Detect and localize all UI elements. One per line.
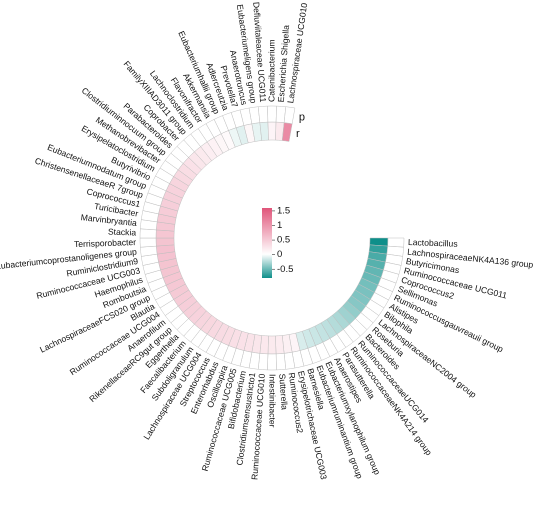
- r-cell: [281, 122, 293, 142]
- p-cell: [387, 237, 405, 248]
- heatmap-cells: [139, 105, 405, 371]
- p-cell: [139, 237, 157, 248]
- p-cell: [283, 106, 296, 125]
- p-cell: [267, 353, 277, 371]
- ring-header-p: p: [299, 112, 305, 124]
- group-label: Terrisporobacter: [74, 237, 137, 249]
- group-label: Catenibacterium: [266, 39, 276, 102]
- color-legend: 1.5 1 0.5 0 -0.5: [262, 205, 293, 278]
- p-cell: [267, 105, 277, 123]
- r-cell: [155, 237, 175, 247]
- legend-tick-label: 0.5: [277, 235, 290, 246]
- legend-colorbar: [262, 208, 272, 278]
- group-label: Stackia: [108, 227, 137, 238]
- p-cell: [257, 105, 269, 123]
- group-label: Intestinibacter: [268, 374, 278, 428]
- legend-tick-label: 1: [277, 220, 282, 231]
- legend-tick-label: 1.5: [277, 205, 290, 216]
- p-cell: [139, 228, 157, 239]
- p-cell: [275, 353, 287, 371]
- legend-tick-label: 0: [277, 249, 282, 260]
- ring-header-r: r: [296, 128, 300, 140]
- r-cell: [267, 121, 277, 141]
- group-label: Lactobacillus: [408, 237, 458, 249]
- ring-headers: rp: [296, 112, 305, 140]
- legend-tick-label: -0.5: [277, 264, 293, 275]
- group-label: Sutterella: [277, 373, 290, 410]
- r-cell: [267, 335, 277, 355]
